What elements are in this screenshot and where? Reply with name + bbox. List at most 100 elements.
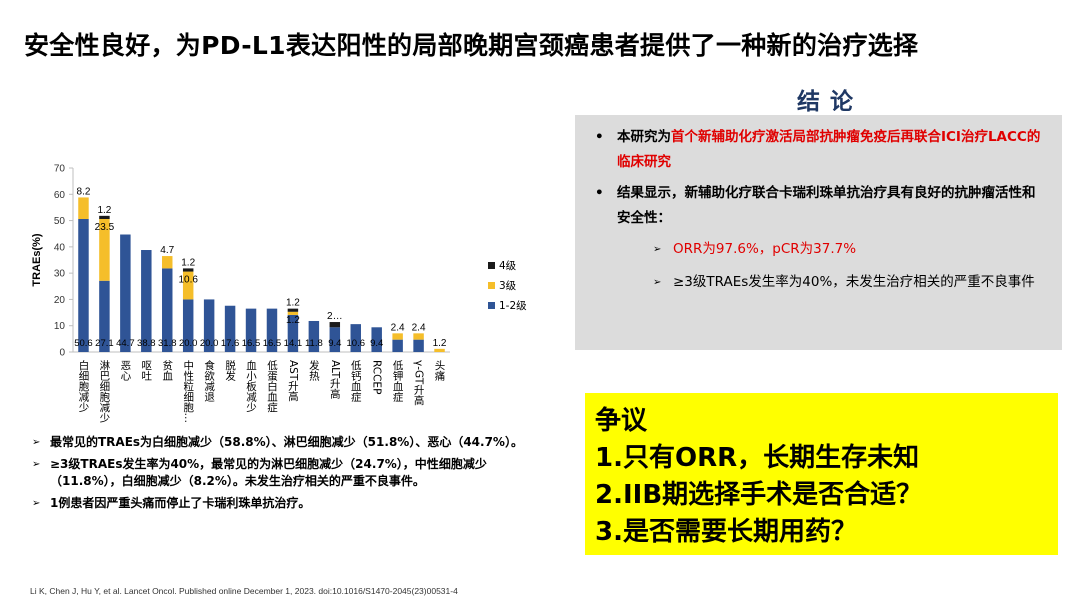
legend-swatch xyxy=(488,282,495,289)
finding-item: ➢ 1例患者因严重头痛而停止了卡瑞利珠单抗治疗。 xyxy=(30,495,550,512)
data-label-grade12: 14.1 xyxy=(284,338,303,349)
bar-grade4-12 xyxy=(329,322,341,328)
chart-svg: 0 10 20 30 40 50 60 70 TRAEs(%) 50.6 8.2 白细胞减少 27.1 2… xyxy=(31,164,527,424)
bar-grade12-9 xyxy=(266,308,278,352)
dot-bullet-icon: • xyxy=(595,129,604,145)
bar-grade3-10 xyxy=(287,311,299,315)
legend-swatch xyxy=(488,302,495,309)
data-label-grade12: 20.0 xyxy=(200,338,219,349)
data-label-grade12: 17.6 xyxy=(221,338,240,349)
debate-item: 3.是否需要长期用药？ xyxy=(595,517,857,547)
findings-list: ➢ 最常见的TRAEs为白细胞减少（58.8%）、淋巴细胞减少（51.8%）、恶心… xyxy=(30,434,550,517)
y-tick-label: 70 xyxy=(54,164,66,175)
conclusion-title: 结论 xyxy=(797,89,863,115)
data-label-grade4: 1.2 xyxy=(286,298,300,309)
bar-grade12-6 xyxy=(203,299,215,352)
finding-item: ➢ 最常见的TRAEs为白细胞减少（58.8%）、淋巴细胞减少（51.8%）、恶心… xyxy=(30,434,550,451)
conclusion-item: • 结果显示，新辅助化疗联合卡瑞利珠单抗治疗具有良好的抗肿瘤活性和安全性： xyxy=(591,181,1048,231)
data-label-grade12: 16.5 xyxy=(242,338,261,349)
bar-grade12-7 xyxy=(224,305,236,352)
y-tick-label: 60 xyxy=(54,190,66,201)
data-label-grade4: 1.2 xyxy=(97,205,111,216)
x-tick-label: 低蛋白血症 xyxy=(266,359,278,413)
y-tick-label: 50 xyxy=(54,216,66,227)
y-tick-label: 20 xyxy=(54,295,66,306)
x-tick-label: 淋巴细胞减少 xyxy=(98,359,110,423)
bar-grade3-5 xyxy=(182,271,194,300)
bar-grade12-15 xyxy=(392,339,403,352)
citation: Li K, Chen J, Hu Y, et al. Lancet Oncol.… xyxy=(30,586,458,596)
x-tick-label: 血小板减少 xyxy=(245,359,257,412)
x-tick-label: 呕吐 xyxy=(140,360,152,381)
bar-grade12-11 xyxy=(308,320,320,352)
data-label-grade3: 10.6 xyxy=(178,275,198,286)
x-tick-label: 头痛 xyxy=(434,360,446,382)
data-label-grade3: 2.4 xyxy=(391,322,405,333)
arrow-bullet-icon: ➢ xyxy=(32,459,41,470)
bar-grade3-1 xyxy=(99,218,110,281)
arrow-bullet-icon: ➢ xyxy=(653,244,662,255)
bar-grade12-3 xyxy=(141,250,152,352)
bar-grade3-4 xyxy=(162,256,173,269)
debate-item: 1.只有ORR，长期生存未知 xyxy=(595,443,920,473)
bar-grade4-5 xyxy=(182,268,194,272)
data-label-grade4: 1.2 xyxy=(181,257,195,268)
bar-grade3-16 xyxy=(413,333,424,340)
bar-grade4-10 xyxy=(287,308,299,312)
x-tick-label: 食欲减退 xyxy=(203,359,215,402)
data-label-grade12: 9.4 xyxy=(328,338,341,349)
arrow-bullet-icon: ➢ xyxy=(32,437,41,448)
conclusion-item: • 本研究为首个新辅助化疗激活局部抗肿瘤免疫后再联合ICI治疗LACC的临床研究 xyxy=(591,125,1048,175)
bar-grade12-4 xyxy=(162,268,173,352)
conclusion-item2: 结果显示，新辅助化疗联合卡瑞利珠单抗治疗具有良好的抗肿瘤活性和安全性： xyxy=(617,185,1036,226)
data-label-grade12: 16.5 xyxy=(263,338,282,349)
bar-grade3-15 xyxy=(392,333,403,340)
bar-grade12-10 xyxy=(287,314,299,352)
dot-bullet-icon: • xyxy=(595,185,604,201)
data-label-grade12: 27.1 xyxy=(95,338,114,349)
bar-grade12-13 xyxy=(350,324,361,352)
y-tick-label: 0 xyxy=(59,348,65,359)
finding-text: ≥3级TRAEs发生率为40%，最常见的为淋巴细胞减少（24.7%），中性细胞减… xyxy=(50,457,487,488)
trae-stacked-bar-chart: 0 10 20 30 40 50 60 70 TRAEs(%) 50.6 8.2 白细胞减少 27.1 2… xyxy=(30,160,560,430)
finding-item: ➢ ≥3级TRAEs发生率为40%，最常见的为淋巴细胞减少（24.7%），中性细胞… xyxy=(30,456,550,490)
legend-swatch xyxy=(488,262,495,269)
conclusion-subitem: ➢ ORR为97.6%，pCR为37.7% xyxy=(591,237,1048,262)
data-label-grade3: 2.4 xyxy=(412,322,426,333)
data-label-grade4: 2… xyxy=(327,311,343,322)
legend-label: 1-2级 xyxy=(499,300,527,312)
finding-text: 最常见的TRAEs为白细胞减少（58.8%）、淋巴细胞减少（51.8%）、恶心（… xyxy=(50,435,523,449)
x-tick-label: 中性粒细胞… xyxy=(182,359,194,423)
conclusion-item1-highlight: 首个新辅助化疗激活局部抗肿瘤免疫后再联合ICI治疗LACC的临床研究 xyxy=(617,129,1041,170)
legend-label: 4级 xyxy=(499,260,517,272)
y-tick-label: 30 xyxy=(54,269,66,280)
x-tick-label: AST升高 xyxy=(287,360,299,402)
bar-grade3-0 xyxy=(78,197,89,219)
data-label-grade12: 44.7 xyxy=(116,338,135,349)
conclusion-item1-prefix: 本研究为 xyxy=(617,129,671,145)
x-tick-label: 恶心 xyxy=(119,360,131,381)
data-label-grade12: 50.6 xyxy=(74,338,93,349)
debate-box: 争议 1.只有ORR，长期生存未知 2.IIB期选择手术是否合适？ 3.是否需要… xyxy=(585,393,1058,555)
x-tick-label: γ-GT升高 xyxy=(413,360,425,406)
data-label-grade3: 8.2 xyxy=(77,186,91,197)
bar-grade12-1 xyxy=(99,280,110,352)
data-label-grade3: 1.2 xyxy=(286,315,300,326)
data-label-grade12: 9.4 xyxy=(370,338,383,349)
x-tick-label: ALT升高 xyxy=(329,360,341,400)
debate-item: 2.IIB期选择手术是否合适？ xyxy=(595,480,923,510)
y-tick-label: 40 xyxy=(54,242,66,253)
x-tick-label: 发热 xyxy=(308,359,320,382)
arrow-bullet-icon: ➢ xyxy=(32,498,41,509)
bar-grade12-12 xyxy=(329,327,341,352)
bar-grade4-1 xyxy=(99,215,110,219)
slide-title: 安全性良好，为PD-L1表达阳性的局部晚期宫颈癌患者提供了一种新的治疗选择 xyxy=(24,31,919,60)
bar-grade3-17 xyxy=(434,348,445,352)
bar-grade12-14 xyxy=(371,327,382,352)
bar-grade12-2 xyxy=(120,234,131,352)
data-label-grade12: 38.8 xyxy=(137,338,156,349)
data-label-grade12: 20.0 xyxy=(179,338,198,349)
data-label-grade3: 23.5 xyxy=(95,222,115,233)
x-tick-label: 贫血 xyxy=(161,359,173,381)
finding-text: 1例患者因严重头痛而停止了卡瑞利珠单抗治疗。 xyxy=(50,496,311,510)
